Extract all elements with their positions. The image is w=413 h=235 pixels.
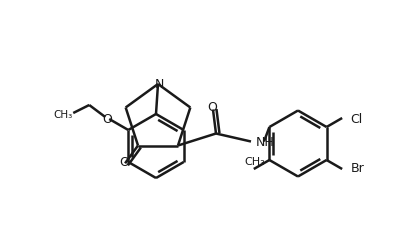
Text: O: O (102, 113, 112, 125)
Text: CH₃: CH₃ (244, 157, 265, 167)
Text: NH: NH (256, 136, 275, 149)
Text: Br: Br (351, 161, 365, 175)
Text: Cl: Cl (350, 113, 362, 125)
Text: CH₃: CH₃ (54, 110, 73, 120)
Text: O: O (207, 101, 217, 114)
Text: O: O (119, 156, 129, 169)
Text: N: N (154, 78, 164, 91)
